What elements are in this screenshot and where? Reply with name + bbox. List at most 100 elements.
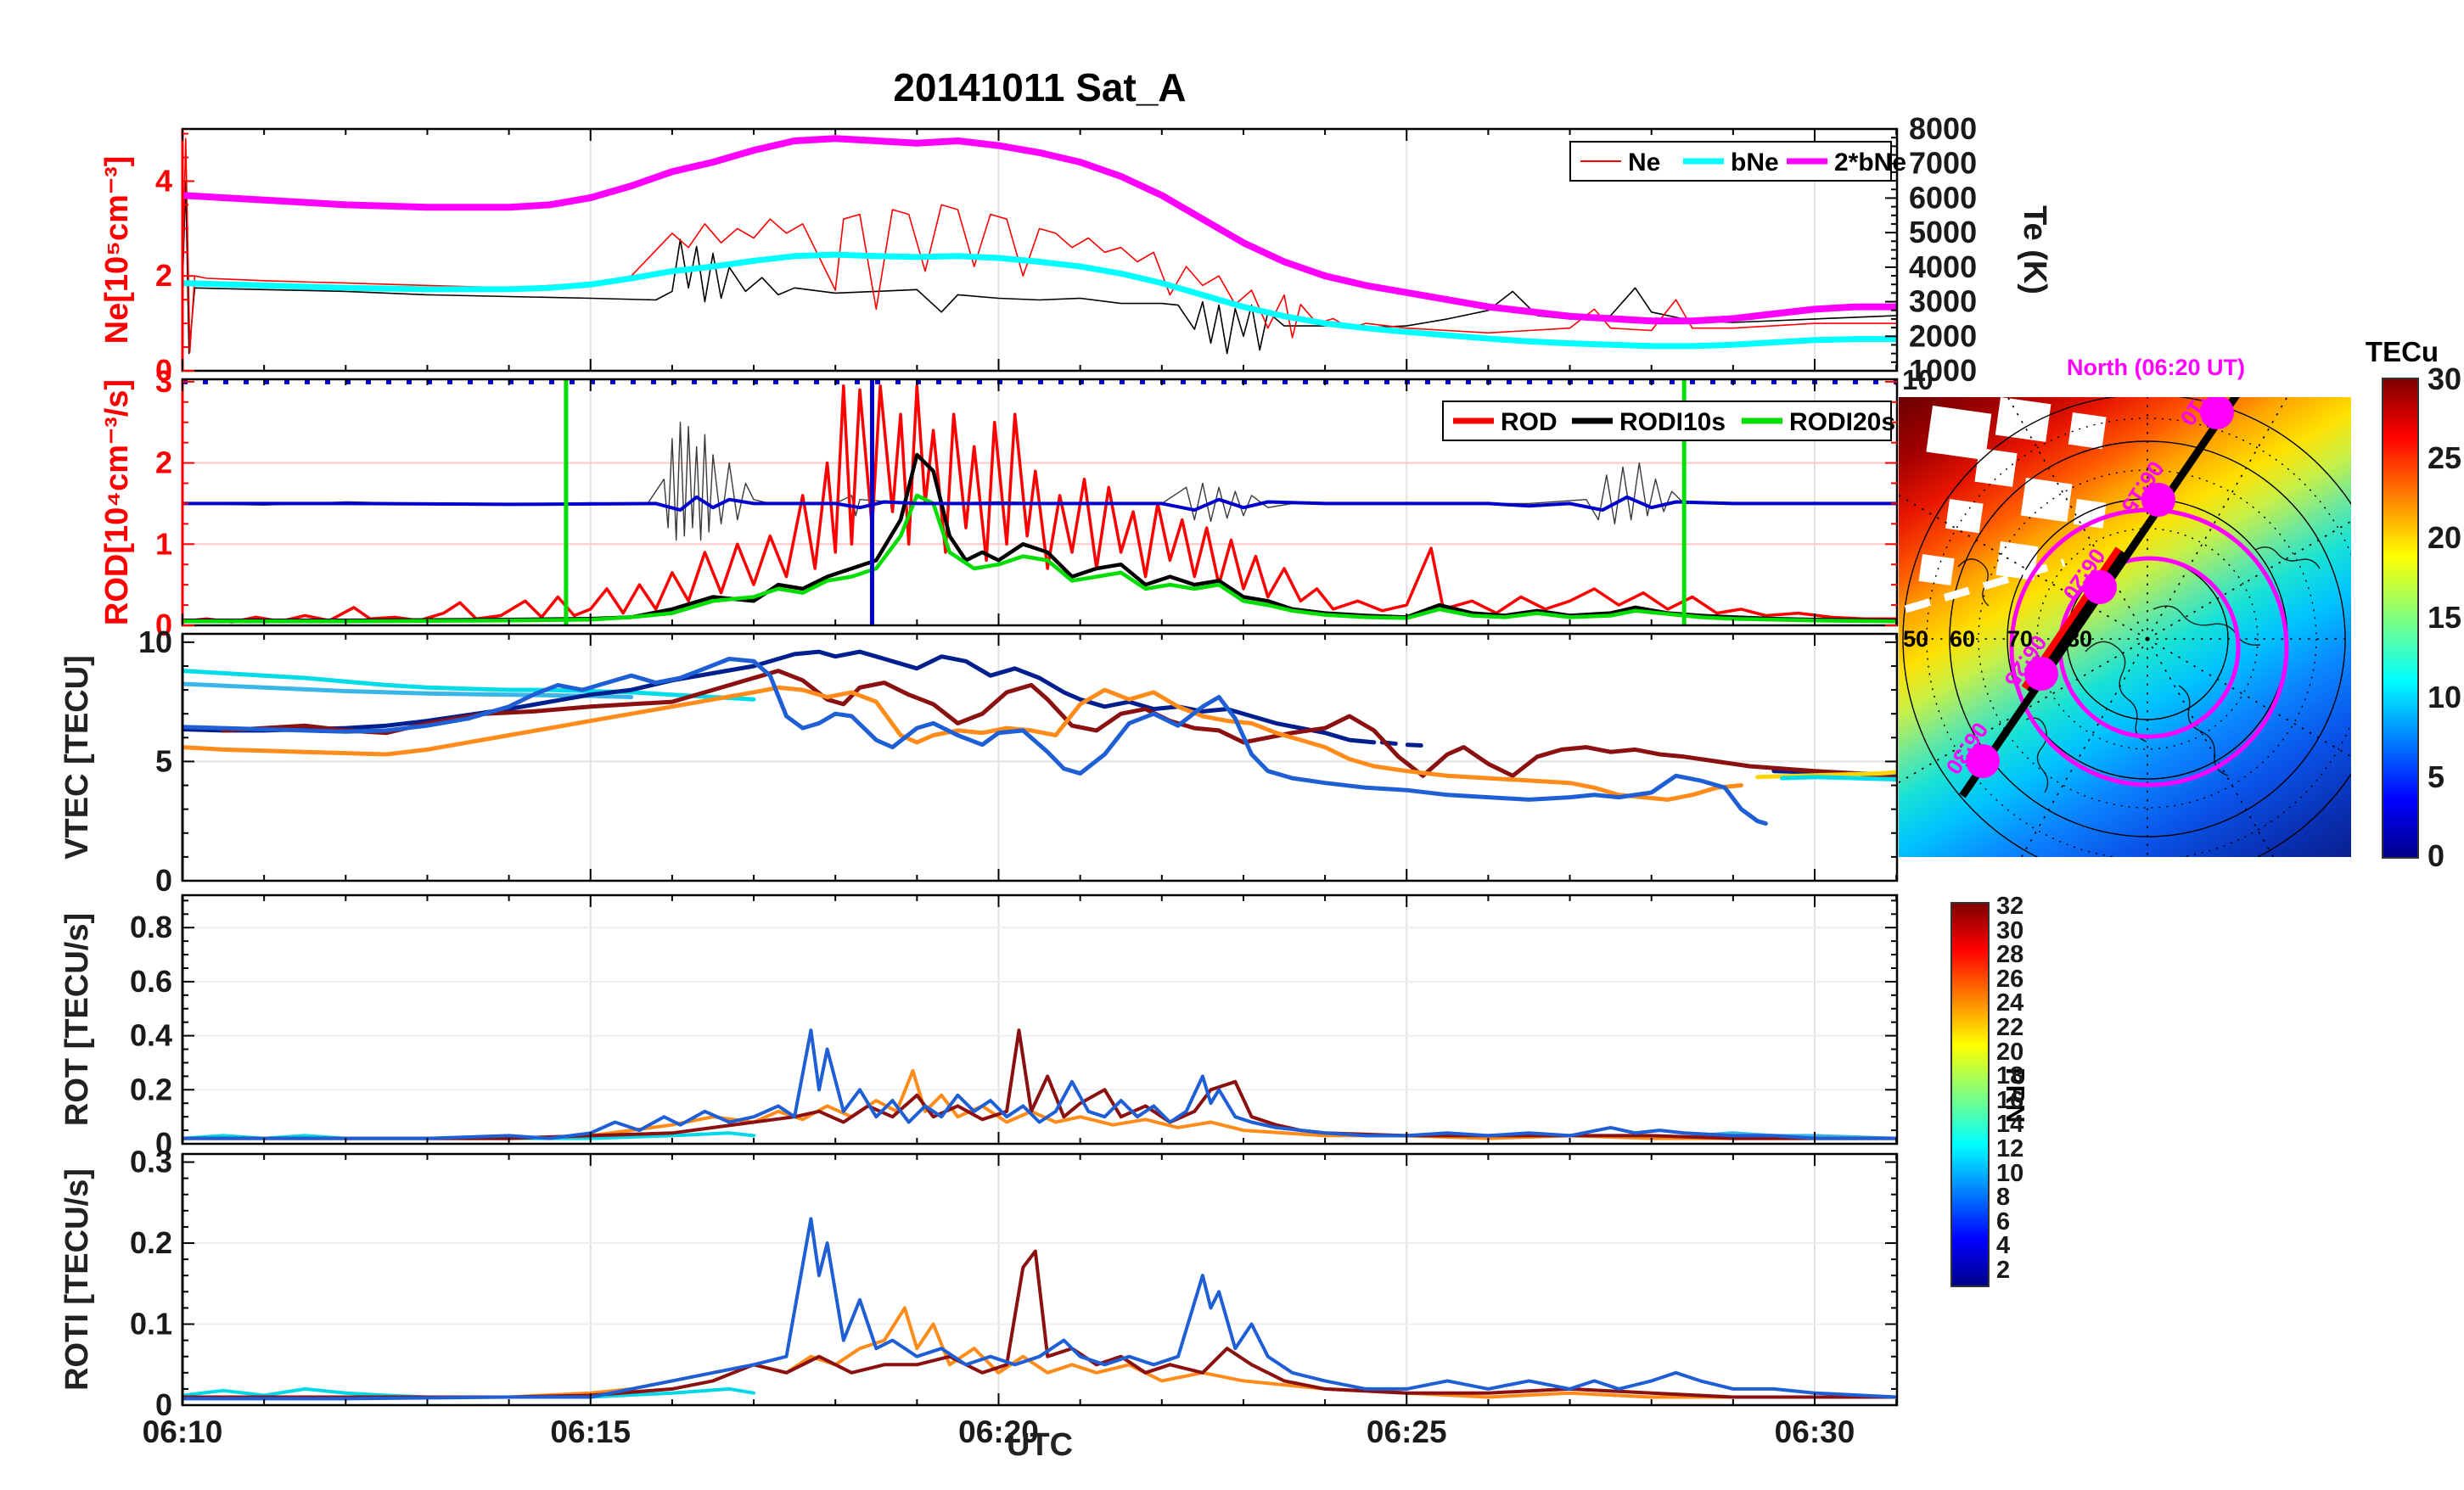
coastline [2025, 717, 2049, 793]
data-gap-patch [1945, 499, 1984, 534]
polar-tec-map: 06:10 06:15 06:20 06:25 06:30 50 60 70 80 [1899, 397, 2351, 857]
series-2*bNe [182, 135, 1897, 325]
latitude-circle-dotted [1926, 417, 2351, 857]
prn-tick-label: 8 [1996, 1184, 2011, 1212]
panel-roti: 0 0.1 0.2 0.3 ROTI [TECU/s] 06:10 06:15 06:20 06… [59, 1145, 1899, 1449]
series-rot-blue [182, 1028, 1897, 1140]
y-tick-label: 0.8 [130, 910, 172, 944]
y-tick-label: 0 [155, 1126, 172, 1161]
y-tick-label: 1 [155, 526, 172, 561]
track-time-marker [2083, 570, 2117, 604]
prn-tick-label: 24 [1996, 989, 2024, 1017]
meridian-line [2147, 638, 2351, 758]
latitude-label: 80 [2067, 626, 2092, 652]
latitude-label: 70 [2007, 626, 2033, 652]
meridian-line [2147, 520, 2351, 640]
series-bNe [182, 251, 1897, 350]
coastline [1957, 558, 1990, 607]
latitude-circle [1902, 397, 2351, 857]
legend-label: ROD [1501, 408, 1558, 436]
meridian-line [2147, 638, 2275, 857]
coastline [2254, 546, 2321, 569]
right-tick-label: 5000 [1909, 215, 1977, 249]
series-prn-cyan [182, 669, 756, 702]
right-axis-label: Te (K) [2017, 205, 2052, 294]
meridian-line [1899, 494, 2148, 640]
y-tick-label: 0.2 [130, 1225, 172, 1260]
prn-tick-label: 6 [1996, 1207, 2011, 1235]
right-tick-label: 4000 [1909, 249, 1977, 284]
prn-tick-label: 10 [1996, 1159, 2024, 1187]
figure-title: 20141011 Sat_A [893, 65, 1187, 109]
latitude-label: 50 [1903, 626, 1928, 652]
data-gap-patch [1974, 447, 2018, 487]
coastline [2152, 605, 2261, 646]
y-tick-label: 0.1 [130, 1307, 172, 1342]
tecu-colorbar [2382, 378, 2419, 859]
y-tick-label: 2 [155, 258, 172, 293]
prn-colorbar [1950, 902, 1990, 1287]
y-tick-label: 4 [155, 163, 172, 198]
panel-bg [182, 634, 1897, 881]
track-time-marker [2024, 657, 2058, 691]
series-prn-cyan-right [1780, 775, 1897, 781]
series-roti-maroon [182, 1249, 1897, 1399]
prn-tick-label: 2 [1996, 1257, 2011, 1285]
right-tick-label: 2000 [1909, 318, 1977, 353]
prn-tick-label: 12 [1996, 1135, 2024, 1163]
data-gap-patch [2068, 412, 2107, 450]
data-gap-patch [1995, 397, 2051, 442]
y-tick-label: 0.6 [130, 964, 172, 999]
prn-tick-label: 18 [1996, 1062, 2024, 1090]
legend-label: Ne [1628, 148, 1660, 176]
map-title: North (06:20 UT) [2066, 355, 2245, 380]
legend-ne-te: Ne bNe 2*bNe [1569, 141, 1906, 182]
track-time-marker [2200, 397, 2234, 429]
prn-tick-label: 30 [1996, 916, 2024, 944]
right-tick-label: 7000 [1909, 146, 1977, 181]
right-tick-label: 3000 [1909, 284, 1977, 319]
y-axis-label: ROTI [TECU/s] [59, 1168, 95, 1391]
data-gap-patch [1918, 554, 1955, 585]
right-tick-label: 6000 [1909, 180, 1977, 215]
data-gap-patch [1926, 406, 1992, 461]
y-tick-label: 2 [155, 445, 172, 480]
y-tick-label: 0.4 [130, 1018, 172, 1053]
series-Ne [182, 137, 1897, 353]
right-tick-label: 8000 [1909, 111, 1977, 146]
prn-tick-label: 14 [1996, 1111, 2024, 1139]
series-prn-blue [182, 657, 1768, 826]
series-prn-maroon [221, 669, 1897, 781]
y-tick-label: 3 [155, 364, 172, 399]
y-tick-label: 0 [155, 353, 172, 388]
latitude-label: 60 [1950, 626, 1975, 652]
y-axis-label: Ne[10⁵cm⁻³] [99, 156, 135, 344]
track-time-marker [1966, 744, 2000, 778]
legend-rod: ROD RODI10s RODI20s [1442, 401, 1895, 441]
y-tick-label: 5 [155, 743, 172, 778]
y-tick-label: 0 [155, 1387, 172, 1422]
tecu-tick-label: 20 [2428, 520, 2462, 556]
meridian-line [2147, 397, 2288, 640]
panel-bg [182, 895, 1897, 1144]
panel-rot: 0 0.2 0.4 0.6 0.8 ROT [TECU/s] [59, 893, 1899, 1161]
tecu-tick-label: 25 [2428, 440, 2462, 476]
prn-tick-label: 20 [1996, 1038, 2024, 1066]
data-gap-patch [2020, 478, 2073, 523]
prn-tick-label: 32 [1996, 893, 2024, 921]
y-tick-label: 10 [138, 625, 172, 659]
prn-tick-label: 28 [1996, 941, 2024, 969]
right-tick-label: 1000 [1909, 353, 1977, 388]
y-axis-label: VTEC [TECU] [59, 655, 95, 860]
legend-label: 2*bNe [1834, 148, 1906, 176]
x-tick-label: 06:10 [143, 1414, 223, 1449]
panel-vtec: 0 5 10 VTEC [TECU] [59, 625, 1899, 898]
y-tick-label: 0.2 [130, 1072, 172, 1106]
series-RODI20s [182, 493, 1897, 624]
tecu-tick-label: 30 [2428, 361, 2462, 396]
y-tick-label: 0 [155, 863, 172, 898]
legend-label: bNe [1731, 148, 1779, 176]
prn-tick-label: 4 [1996, 1232, 2011, 1260]
